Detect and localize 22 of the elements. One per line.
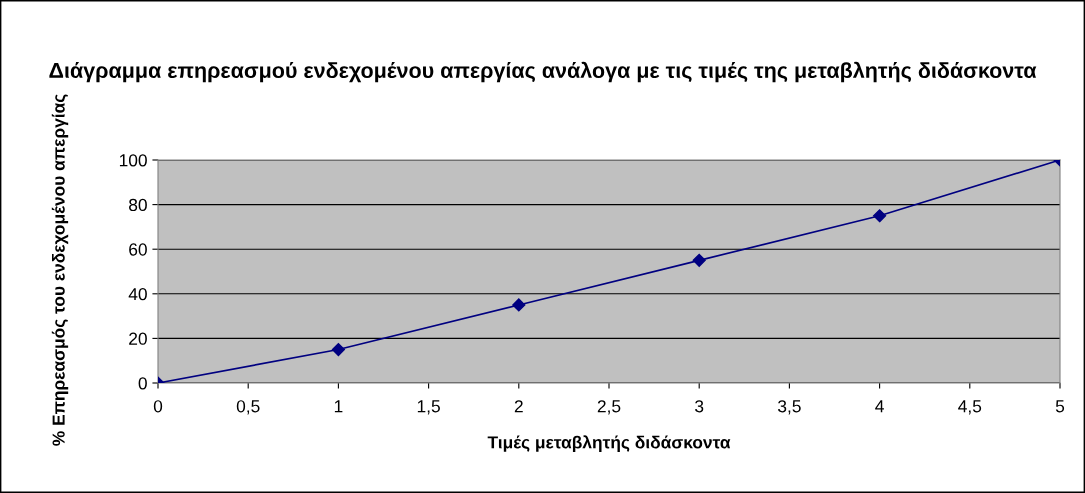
x-tick-label: 1,5: [417, 400, 440, 415]
y-tick-label: 100: [119, 154, 147, 167]
x-tick-label: 5: [1055, 400, 1065, 413]
x-tick-label: 4,5: [958, 400, 982, 415]
y-tick-label: 80: [129, 198, 147, 212]
x-tick-label: 2,5: [597, 400, 621, 415]
point: [692, 253, 706, 267]
x-tick-label: 0: [153, 400, 163, 413]
y-tick-label: 40: [128, 287, 147, 301]
y-axis-title: % Επηρεασμός του ενδεχομένου απεργίας: [51, 94, 69, 446]
x-tick-label: 4: [875, 400, 884, 413]
y-tick-label: 0: [138, 377, 147, 390]
x-tick-label: 3: [695, 400, 704, 413]
x-tick-label: 2: [514, 400, 523, 413]
x-tick-label: 0,5: [236, 400, 260, 415]
x-axis-title: Τιμές μεταβλητής διδάσκοντα: [487, 435, 731, 452]
x-tick-label: 3,5: [778, 400, 801, 415]
x-tick-label: 1: [334, 400, 343, 413]
y-tick-label: 20: [129, 332, 147, 345]
point: [512, 298, 526, 312]
y-tick-label: 60: [129, 243, 147, 256]
chart-title: Διάγραμμα επηρεασμού ενδεχομένου απεργίας ανάλογα με τις τιμές της μεταβλητής διδάσκοντα: [49, 61, 1037, 83]
